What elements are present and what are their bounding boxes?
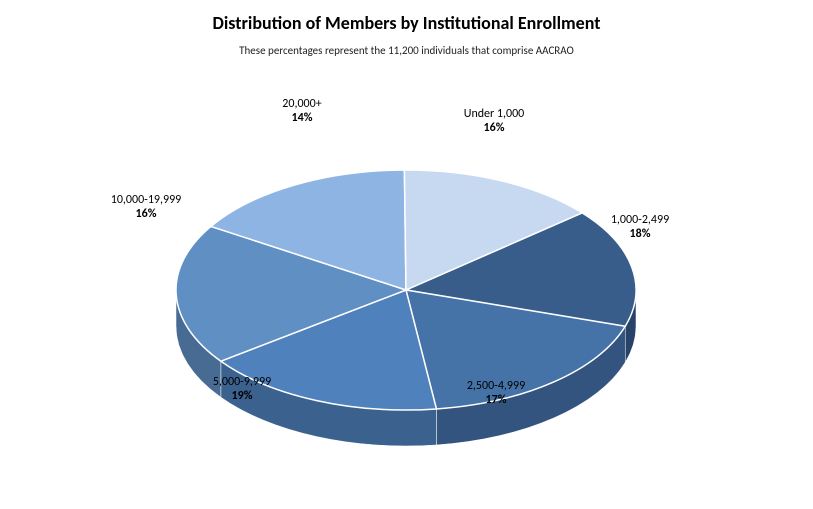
slice-label-name: 1,000-2,499 [611,213,669,227]
slice-label-name: Under 1,000 [464,107,525,121]
pie-chart [0,0,813,509]
slice-label: 10,000-19,99916% [111,194,181,222]
slice-label: Under 1,00016% [464,108,525,136]
slice-label-name: 5,000-9,999 [213,375,271,389]
slice-label-pct: 18% [630,227,651,241]
slice-label: 1,000-2,49918% [611,214,669,242]
pie-chart-container: Distribution of Members by Institutional… [0,0,813,509]
slice-label-name: 2,500-4,999 [467,379,525,393]
slice-label-pct: 19% [232,389,253,403]
slice-label-pct: 16% [136,207,157,221]
slice-label-name: 20,000+ [282,97,321,111]
slice-label: 2,500-4,99917% [467,380,525,408]
slice-label: 20,000+14% [282,98,321,126]
slice-label-pct: 17% [486,393,507,407]
slice-label-name: 10,000-19,999 [111,193,181,207]
slice-label-pct: 14% [292,111,313,125]
slice-label: 5,000-9,99919% [213,376,271,404]
slice-label-pct: 16% [484,121,505,135]
